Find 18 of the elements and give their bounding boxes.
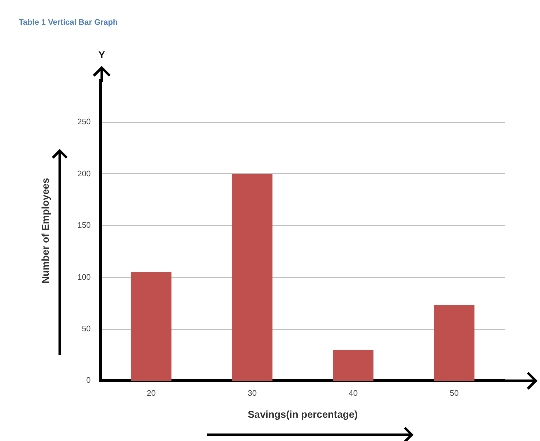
- x-tick-label: 50: [450, 389, 460, 398]
- bar: [434, 305, 475, 381]
- x-tick-label: 30: [248, 389, 258, 398]
- y-tick-label: 100: [78, 272, 92, 282]
- x-tick-label: 40: [349, 389, 358, 398]
- y-tick-label: 250: [78, 118, 92, 127]
- x-axis-title: Savings(in percentage): [248, 410, 358, 421]
- x-tick-label: 20: [147, 389, 156, 398]
- y-tick-label: 50: [82, 324, 92, 334]
- y-tick-label: 150: [78, 221, 92, 230]
- y-axis-title: Number of Employees: [40, 178, 52, 284]
- y-tick-label: 0: [86, 376, 92, 386]
- bar: [333, 350, 374, 381]
- bar: [232, 174, 273, 381]
- y-tick-label: 200: [78, 169, 92, 178]
- chart-title: Table 1 Vertical Bar Graph: [19, 18, 118, 27]
- text: Y: [98, 50, 106, 62]
- bar: [131, 272, 172, 381]
